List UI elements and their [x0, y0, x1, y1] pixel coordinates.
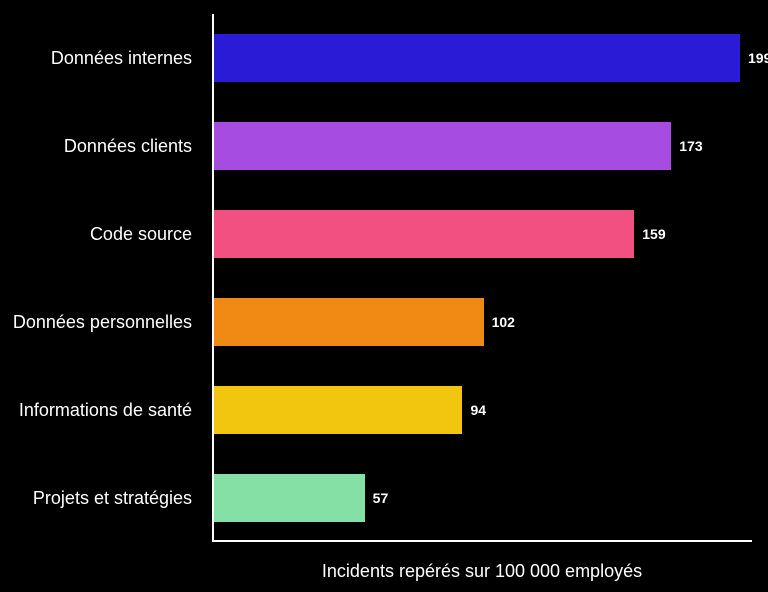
x-axis-label: Incidents repérés sur 100 000 employés — [212, 561, 752, 582]
bar — [214, 210, 634, 258]
bar-row: Code source 159 — [0, 190, 768, 278]
category-label: Données personnelles — [0, 311, 200, 334]
category-label: Informations de santé — [0, 399, 200, 422]
category-label: Données clients — [0, 135, 200, 158]
incidents-bar-chart: Données internes 199 Données clients 173… — [0, 0, 768, 592]
value-label: 94 — [470, 402, 486, 418]
bar — [214, 386, 462, 434]
value-label: 173 — [679, 138, 702, 154]
bar-row: Données personnelles 102 — [0, 278, 768, 366]
value-label: 57 — [373, 490, 389, 506]
bar-row: Données clients 173 — [0, 102, 768, 190]
value-label: 199 — [748, 50, 768, 66]
value-label: 159 — [642, 226, 665, 242]
value-label: 102 — [492, 314, 515, 330]
bar-row: Projets et stratégies 57 — [0, 454, 768, 542]
bar-row: Informations de santé 94 — [0, 366, 768, 454]
category-label: Code source — [0, 223, 200, 246]
bar — [214, 122, 671, 170]
bar — [214, 474, 365, 522]
bar-row: Données internes 199 — [0, 14, 768, 102]
bar — [214, 298, 484, 346]
category-label: Projets et stratégies — [0, 487, 200, 510]
category-label: Données internes — [0, 47, 200, 70]
bar — [214, 34, 740, 82]
